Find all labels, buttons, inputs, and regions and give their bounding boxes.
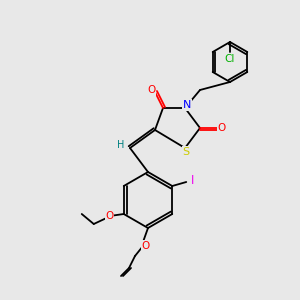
Text: H: H [117, 140, 125, 150]
Text: O: O [218, 123, 226, 133]
Text: Cl: Cl [225, 54, 235, 64]
Text: N: N [183, 100, 191, 110]
Text: O: O [147, 85, 155, 95]
Text: O: O [106, 211, 114, 221]
Text: O: O [142, 241, 150, 251]
Text: S: S [182, 147, 190, 157]
Text: I: I [190, 175, 194, 188]
